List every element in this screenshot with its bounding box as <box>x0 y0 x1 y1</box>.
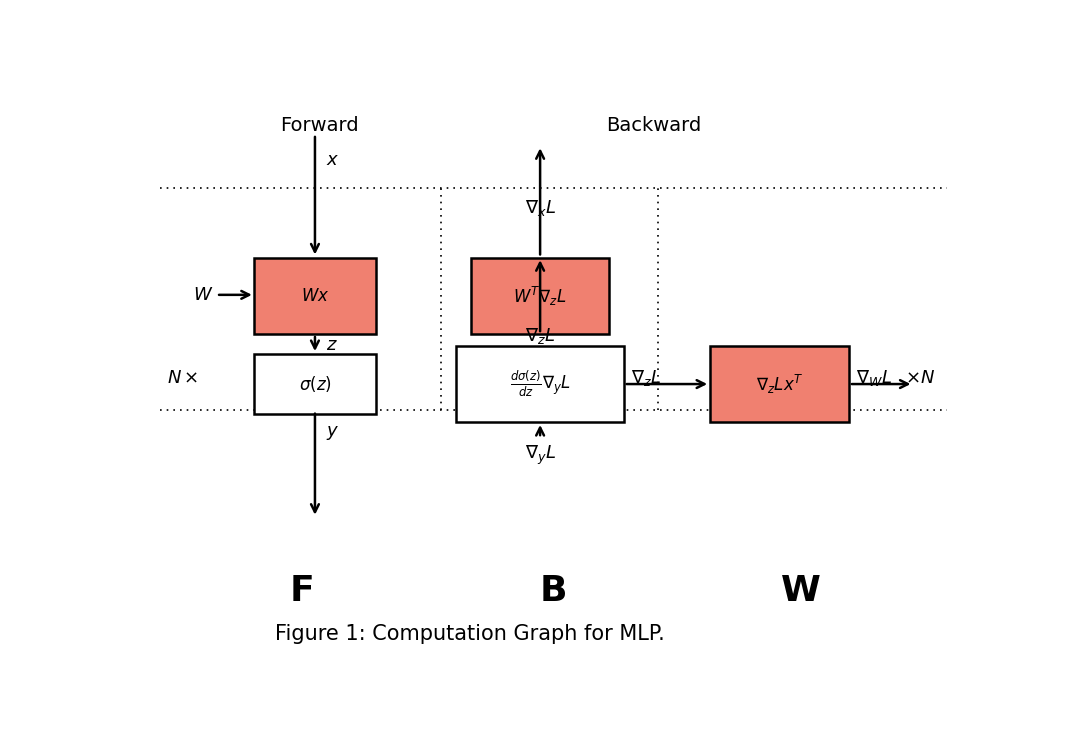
Text: $\nabla_W L$: $\nabla_W L$ <box>856 368 893 388</box>
Text: $\times N$: $\times N$ <box>905 370 935 387</box>
Text: Figure 1: Computation Graph for MLP.: Figure 1: Computation Graph for MLP. <box>275 624 664 644</box>
Text: $W^T\nabla_z L$: $W^T\nabla_z L$ <box>513 284 567 308</box>
Text: $\nabla_x L$: $\nabla_x L$ <box>525 198 556 218</box>
FancyBboxPatch shape <box>254 354 376 414</box>
Text: $\nabla_z Lx^T$: $\nabla_z Lx^T$ <box>756 373 804 396</box>
Text: $z$: $z$ <box>326 337 338 354</box>
FancyBboxPatch shape <box>457 345 624 422</box>
Text: $W$: $W$ <box>193 286 214 304</box>
Text: Forward: Forward <box>280 116 359 135</box>
FancyBboxPatch shape <box>711 345 849 422</box>
Text: $\nabla_y L$: $\nabla_y L$ <box>525 444 556 466</box>
Text: B: B <box>540 574 567 608</box>
Text: Backward: Backward <box>606 116 702 135</box>
Text: $\nabla_z L$: $\nabla_z L$ <box>631 368 661 388</box>
Text: W: W <box>781 574 821 608</box>
Text: F: F <box>291 574 314 608</box>
Text: $y$: $y$ <box>326 424 339 443</box>
Text: $x$: $x$ <box>326 151 339 168</box>
FancyBboxPatch shape <box>471 258 609 334</box>
Text: $Wx$: $Wx$ <box>300 287 329 305</box>
FancyBboxPatch shape <box>254 258 376 334</box>
Text: $\frac{d\sigma(z)}{dz}\nabla_y L$: $\frac{d\sigma(z)}{dz}\nabla_y L$ <box>510 369 570 399</box>
Text: $\nabla_z L$: $\nabla_z L$ <box>525 325 555 346</box>
Text: $N\times$: $N\times$ <box>166 370 199 387</box>
Text: $\sigma(z)$: $\sigma(z)$ <box>298 374 332 394</box>
